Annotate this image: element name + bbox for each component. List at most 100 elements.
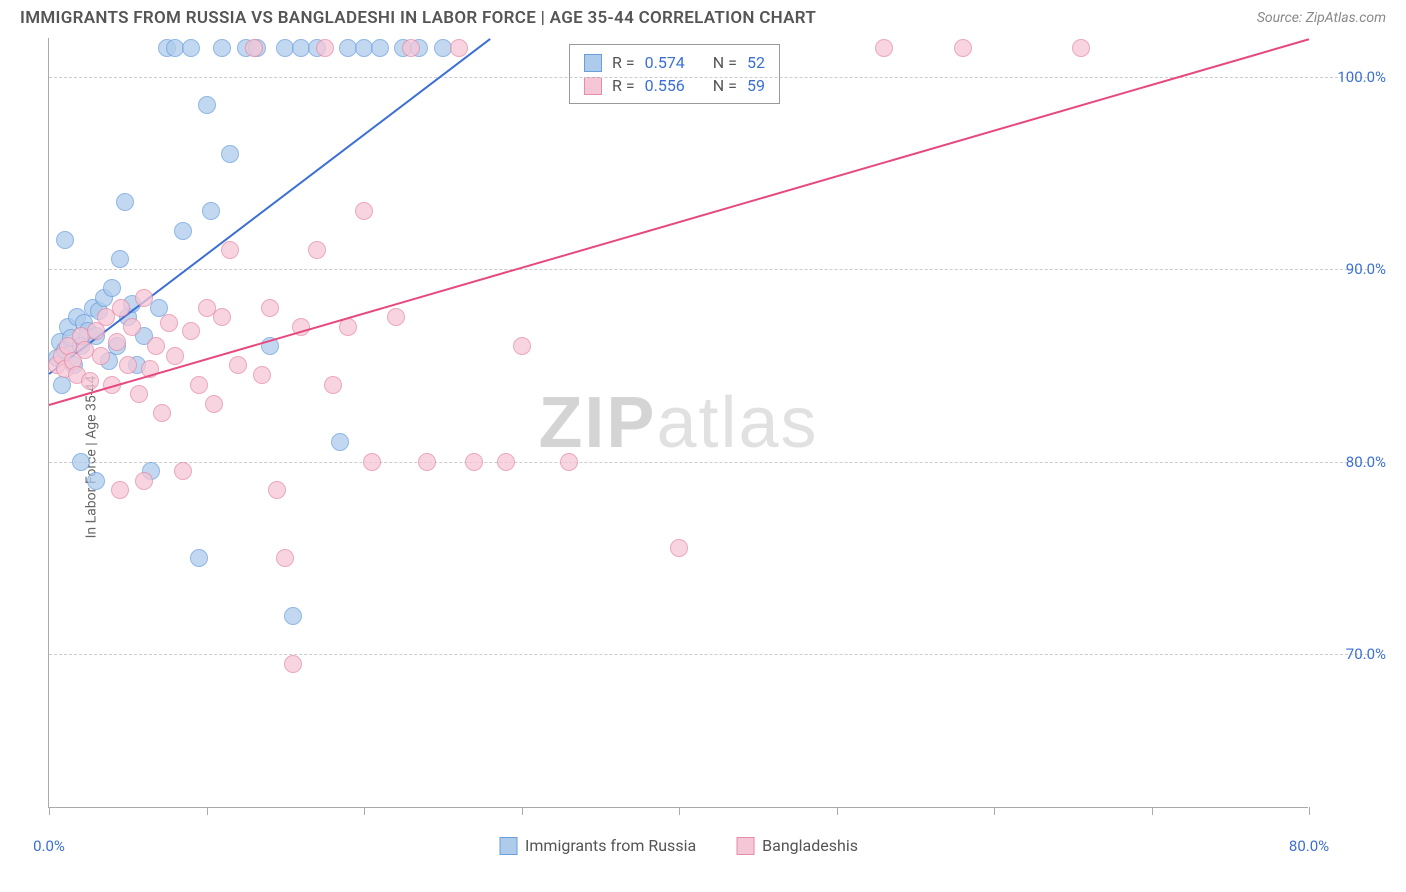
scatter-point — [276, 549, 294, 567]
scatter-point — [497, 453, 515, 471]
scatter-point — [56, 231, 74, 249]
x-tick — [837, 807, 838, 815]
scatter-point — [316, 39, 334, 57]
scatter-point — [205, 395, 223, 413]
scatter-point — [198, 96, 216, 114]
legend-n-label: N = — [713, 53, 737, 72]
scatter-point — [160, 314, 178, 332]
scatter-point — [111, 250, 129, 268]
scatter-point — [190, 376, 208, 394]
scatter-point — [324, 376, 342, 394]
scatter-point — [97, 308, 115, 326]
legend-swatch — [499, 837, 517, 855]
scatter-point — [355, 202, 373, 220]
legend-series-label: Immigrants from Russia — [525, 836, 696, 855]
scatter-point — [111, 481, 129, 499]
y-tick-label: 100.0% — [1337, 68, 1386, 86]
scatter-point — [221, 241, 239, 259]
legend-r-label: R = — [612, 76, 635, 95]
legend-r-label: R = — [612, 53, 635, 72]
scatter-point — [245, 39, 263, 57]
scatter-point — [112, 299, 130, 317]
scatter-point — [72, 453, 90, 471]
scatter-point — [560, 453, 578, 471]
x-tick — [1152, 807, 1153, 815]
legend-swatch — [584, 77, 602, 95]
gridline-h — [49, 462, 1368, 463]
x-tick — [364, 807, 365, 815]
scatter-point — [875, 39, 893, 57]
scatter-point — [213, 39, 231, 57]
scatter-point — [253, 366, 271, 384]
chart-title: IMMIGRANTS FROM RUSSIA VS BANGLADESHI IN… — [20, 8, 816, 28]
legend-r-value: 0.574 — [645, 53, 685, 72]
scatter-point — [221, 145, 239, 163]
gridline-h — [49, 269, 1368, 270]
scatter-point — [87, 472, 105, 490]
scatter-point — [363, 453, 381, 471]
x-tick — [207, 807, 208, 815]
x-tick — [994, 807, 995, 815]
scatter-point — [670, 539, 688, 557]
watermark: ZIPatlas — [538, 382, 818, 464]
scatter-point — [147, 337, 165, 355]
scatter-point — [229, 356, 247, 374]
y-tick-label: 90.0% — [1346, 260, 1386, 278]
scatter-point — [166, 347, 184, 365]
scatter-point — [108, 333, 126, 351]
scatter-point — [119, 356, 137, 374]
scatter-point — [135, 472, 153, 490]
trend-line — [48, 38, 490, 375]
legend-r-value: 0.556 — [645, 76, 685, 95]
legend-swatch — [736, 837, 754, 855]
scatter-point — [135, 289, 153, 307]
scatter-point — [174, 462, 192, 480]
gridline-h — [49, 654, 1368, 655]
scatter-point — [371, 39, 389, 57]
scatter-point — [1072, 39, 1090, 57]
scatter-point — [308, 241, 326, 259]
scatter-point — [116, 193, 134, 211]
legend-n-value: 59 — [747, 76, 765, 95]
scatter-point — [123, 318, 141, 336]
scatter-point — [103, 279, 121, 297]
scatter-point — [465, 453, 483, 471]
x-tick — [522, 807, 523, 815]
x-tick — [679, 807, 680, 815]
y-tick-label: 80.0% — [1346, 453, 1386, 471]
legend-n-value: 52 — [747, 53, 765, 72]
legend-swatch — [584, 54, 602, 72]
x-tick — [49, 807, 50, 815]
x-tick-label: 80.0% — [1289, 837, 1329, 855]
scatter-point — [153, 404, 171, 422]
scatter-point — [284, 655, 302, 673]
scatter-point — [954, 39, 972, 57]
x-tick-label: 0.0% — [33, 837, 65, 855]
scatter-point — [81, 372, 99, 390]
legend-correlation: R = 0.574 N = 52 R = 0.556 N = 59 — [569, 44, 780, 104]
scatter-point — [130, 385, 148, 403]
watermark-atlas: atlas — [656, 383, 818, 463]
scatter-point — [513, 337, 531, 355]
legend-series-item: Bangladeshis — [736, 836, 858, 855]
legend-series-label: Bangladeshis — [762, 836, 858, 855]
scatter-point — [92, 347, 110, 365]
legend-series-item: Immigrants from Russia — [499, 836, 696, 855]
y-tick-label: 70.0% — [1346, 645, 1386, 663]
chart-header: IMMIGRANTS FROM RUSSIA VS BANGLADESHI IN… — [0, 0, 1406, 32]
scatter-point — [261, 299, 279, 317]
scatter-point — [182, 39, 200, 57]
scatter-point — [284, 607, 302, 625]
scatter-point — [174, 222, 192, 240]
scatter-point — [268, 481, 286, 499]
scatter-point — [331, 433, 349, 451]
scatter-point — [190, 549, 208, 567]
x-tick — [1309, 807, 1310, 815]
legend-series: Immigrants from Russia Bangladeshis — [499, 836, 858, 855]
scatter-point — [387, 308, 405, 326]
legend-n-label: N = — [713, 76, 737, 95]
scatter-point — [418, 453, 436, 471]
scatter-point — [202, 202, 220, 220]
scatter-point — [182, 322, 200, 340]
legend-correlation-row: R = 0.574 N = 52 — [584, 51, 765, 74]
